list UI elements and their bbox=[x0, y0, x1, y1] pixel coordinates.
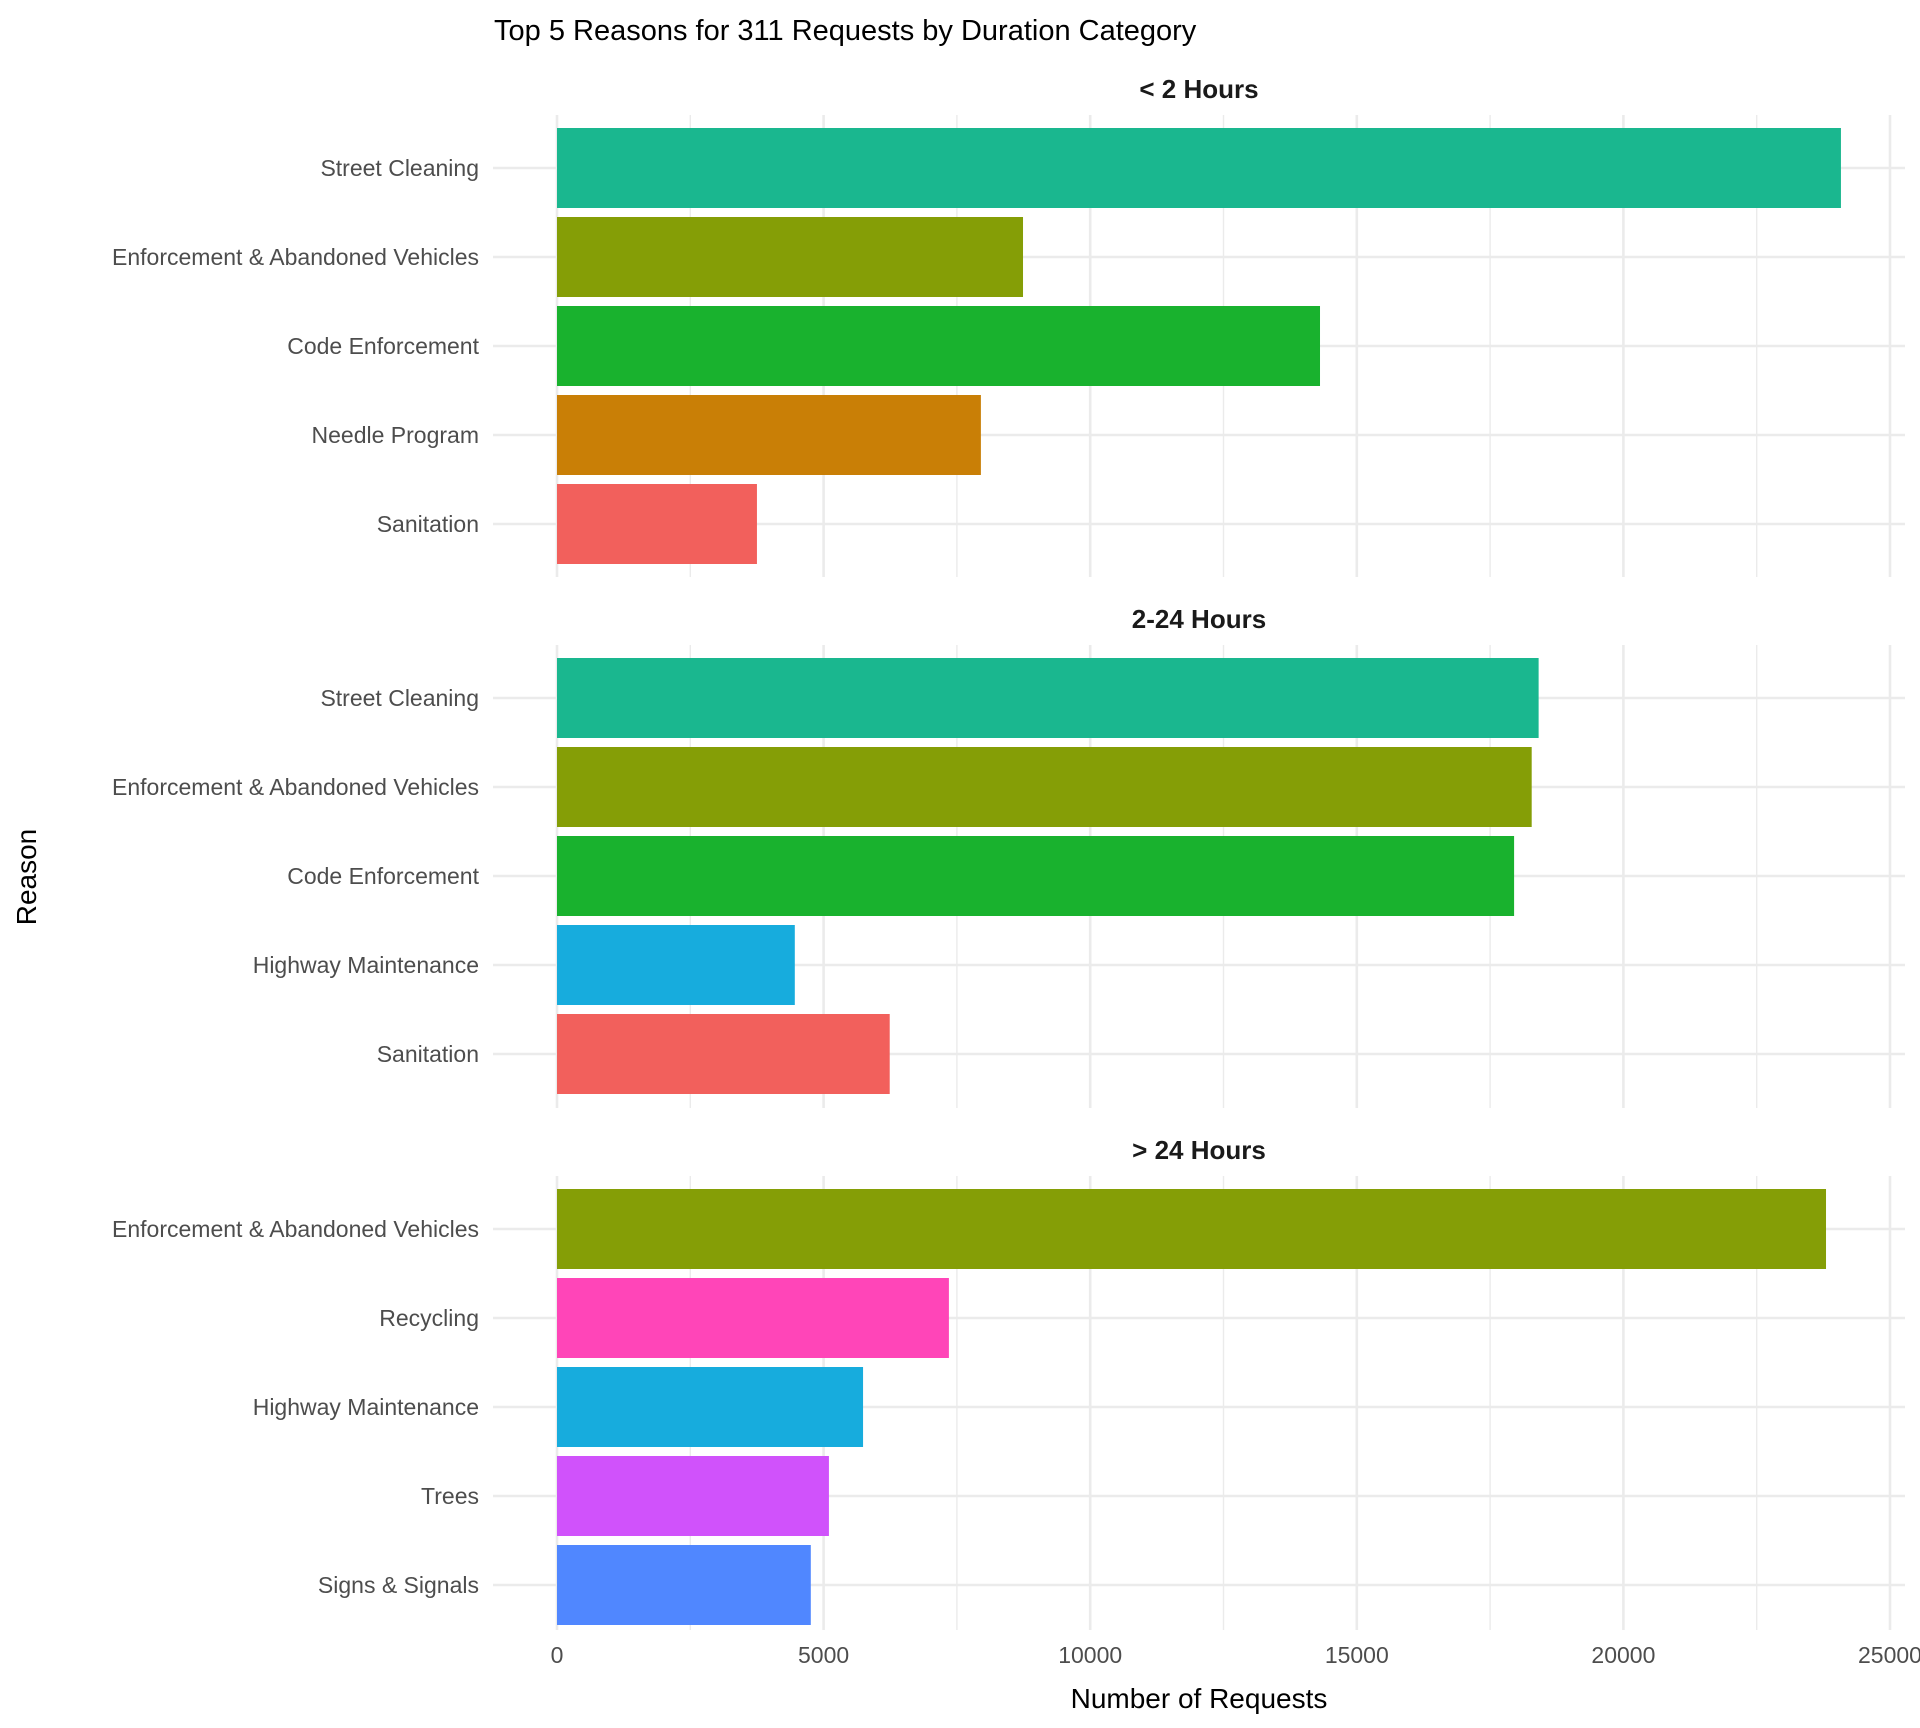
x-tick-label: 20000 bbox=[1591, 1642, 1655, 1668]
y-axis-title: Reason bbox=[11, 829, 42, 926]
facet-panel: > 24 Hours Enforcement & Abandoned Vehicl… bbox=[112, 1135, 1905, 1630]
bar bbox=[557, 306, 1321, 386]
y-tick-label: Code Enforcement bbox=[287, 333, 479, 359]
x-tick-label: 25000 bbox=[1858, 1642, 1920, 1668]
bar bbox=[557, 747, 1532, 827]
y-tick-label: Highway Maintenance bbox=[253, 952, 479, 978]
bar bbox=[557, 1545, 811, 1625]
chart-panels: < 2 Hours Street Cleaning Enforcement & Ab… bbox=[112, 74, 1905, 1630]
bar bbox=[557, 836, 1515, 916]
y-tick-label: Code Enforcement bbox=[287, 863, 479, 889]
y-tick-label: Sanitation bbox=[377, 511, 479, 537]
bar bbox=[557, 658, 1539, 738]
y-tick-label: Signs & Signals bbox=[318, 1572, 479, 1598]
x-axis: 0 5000 10000 15000 20000 25000 bbox=[551, 1642, 1920, 1668]
y-tick-label: Trees bbox=[421, 1483, 479, 1509]
bar bbox=[557, 925, 795, 1005]
facet-strip-label: > 24 Hours bbox=[1132, 1135, 1266, 1165]
y-tick-label: Enforcement & Abandoned Vehicles bbox=[112, 1216, 479, 1242]
facet-strip-label: 2-24 Hours bbox=[1132, 604, 1266, 634]
bar bbox=[557, 1278, 949, 1358]
bar bbox=[557, 395, 981, 475]
bar bbox=[557, 128, 1841, 208]
x-tick-label: 0 bbox=[551, 1642, 564, 1668]
chart-title: Top 5 Reasons for 311 Requests by Durati… bbox=[494, 15, 1197, 47]
bar bbox=[557, 1189, 1827, 1269]
facet-strip-label: < 2 Hours bbox=[1139, 74, 1258, 104]
y-tick-label: Highway Maintenance bbox=[253, 1394, 479, 1420]
y-tick-label: Needle Program bbox=[312, 422, 479, 448]
facet-panel: < 2 Hours Street Cleaning Enforcement & Ab… bbox=[112, 74, 1905, 577]
x-axis-title: Number of Requests bbox=[1071, 1683, 1328, 1714]
facet-panel: 2-24 Hours Street Cleaning Enforcement & A… bbox=[112, 604, 1905, 1108]
x-tick-label: 5000 bbox=[798, 1642, 849, 1668]
bar bbox=[557, 1367, 864, 1447]
x-tick-label: 15000 bbox=[1325, 1642, 1389, 1668]
bar bbox=[557, 484, 757, 564]
y-tick-label: Sanitation bbox=[377, 1041, 479, 1067]
bar bbox=[557, 217, 1024, 297]
y-tick-label: Street Cleaning bbox=[320, 685, 479, 711]
y-tick-label: Enforcement & Abandoned Vehicles bbox=[112, 244, 479, 270]
y-tick-label: Street Cleaning bbox=[320, 155, 479, 181]
y-tick-label: Enforcement & Abandoned Vehicles bbox=[112, 774, 479, 800]
bar bbox=[557, 1456, 829, 1536]
bar bbox=[557, 1014, 890, 1094]
x-tick-label: 10000 bbox=[1058, 1642, 1122, 1668]
y-tick-label: Recycling bbox=[379, 1305, 479, 1331]
